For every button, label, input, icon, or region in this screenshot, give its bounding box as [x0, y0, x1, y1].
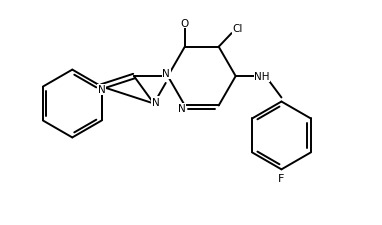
Text: N: N: [162, 69, 170, 79]
Text: N: N: [178, 104, 186, 114]
Text: NH: NH: [254, 72, 270, 82]
Text: F: F: [278, 173, 285, 183]
Text: N: N: [152, 97, 159, 107]
Text: N: N: [98, 85, 105, 95]
Text: Cl: Cl: [233, 24, 243, 34]
Text: O: O: [181, 19, 189, 29]
